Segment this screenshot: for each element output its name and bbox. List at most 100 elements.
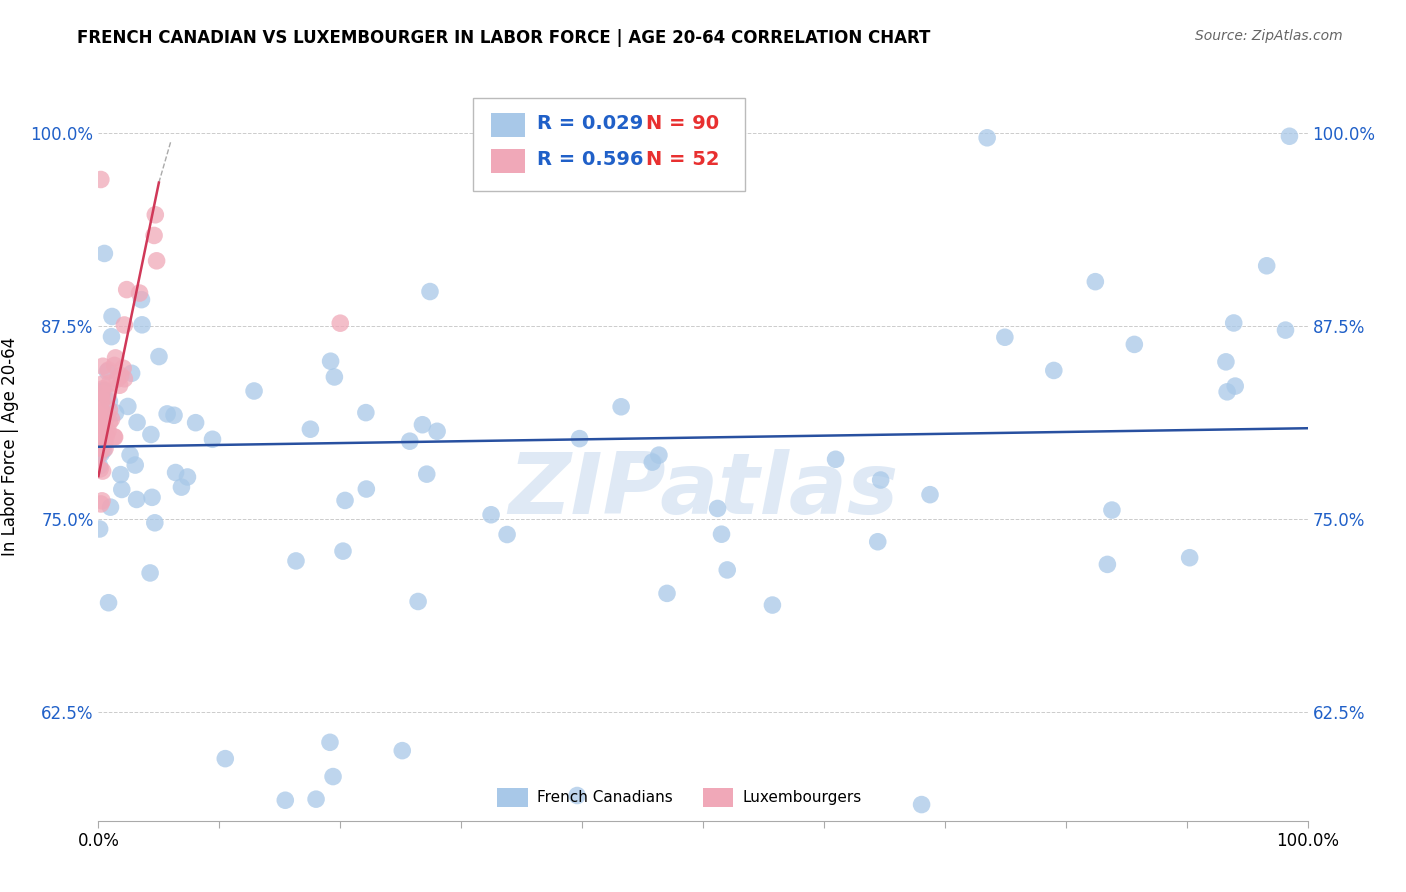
Point — [93, 384, 115, 398]
Point — [94, 442, 117, 456]
Point — [274, 793, 297, 807]
Point — [125, 492, 148, 507]
Point — [93, 246, 115, 260]
Point — [98, 376, 121, 391]
Point — [97, 363, 120, 377]
Point — [91, 464, 114, 478]
Bar — [492, 149, 526, 172]
Point — [131, 293, 153, 307]
Point — [565, 789, 588, 803]
Point — [127, 416, 149, 430]
Point — [716, 563, 738, 577]
Point — [124, 458, 146, 472]
Point — [201, 432, 224, 446]
Point — [91, 405, 114, 419]
Point — [1222, 316, 1244, 330]
Point — [976, 130, 998, 145]
Point — [121, 366, 143, 380]
Point — [90, 408, 112, 422]
Point — [91, 376, 114, 391]
Text: Luxembourgers: Luxembourgers — [742, 790, 862, 805]
Point — [91, 382, 114, 396]
Point — [103, 430, 125, 444]
Point — [918, 488, 941, 502]
Point — [91, 493, 114, 508]
Point — [156, 407, 179, 421]
Point — [101, 310, 124, 324]
Point — [96, 429, 118, 443]
Bar — [498, 789, 527, 807]
Point — [323, 370, 346, 384]
Point — [90, 386, 112, 401]
Point — [112, 361, 135, 376]
Point — [1225, 379, 1247, 393]
Point — [1278, 129, 1301, 144]
Point — [648, 448, 671, 462]
Point — [391, 744, 413, 758]
Point — [170, 480, 193, 494]
Point — [110, 368, 132, 383]
Point — [176, 470, 198, 484]
Point — [93, 420, 115, 434]
Point — [141, 491, 163, 505]
Point — [108, 378, 131, 392]
Point — [143, 208, 166, 222]
Point — [1256, 259, 1278, 273]
Point — [91, 359, 114, 374]
Point — [869, 473, 891, 487]
Point — [89, 462, 111, 476]
Point — [143, 228, 166, 243]
Point — [419, 285, 441, 299]
Point — [243, 384, 266, 398]
Point — [299, 422, 322, 436]
Point — [112, 318, 135, 332]
Point — [91, 405, 114, 419]
Point — [148, 350, 170, 364]
Point — [89, 458, 111, 473]
Point — [1084, 275, 1107, 289]
Point — [87, 423, 110, 437]
Point — [329, 316, 352, 330]
Point — [610, 400, 633, 414]
Point — [354, 406, 377, 420]
Point — [94, 435, 117, 450]
Point — [97, 596, 120, 610]
Point — [90, 414, 112, 428]
Point — [1097, 558, 1119, 572]
Point — [131, 318, 153, 332]
Point — [1043, 363, 1066, 377]
Point — [824, 452, 846, 467]
Point — [139, 427, 162, 442]
Point — [103, 359, 125, 373]
Point — [426, 425, 449, 439]
Point — [184, 416, 207, 430]
Point — [165, 466, 187, 480]
Text: French Canadians: French Canadians — [537, 790, 673, 805]
Point — [118, 448, 141, 462]
Text: FRENCH CANADIAN VS LUXEMBOURGER IN LABOR FORCE | AGE 20-64 CORRELATION CHART: FRENCH CANADIAN VS LUXEMBOURGER IN LABOR… — [77, 29, 931, 46]
Point — [322, 770, 344, 784]
Point — [411, 417, 433, 432]
Point — [163, 409, 186, 423]
Point — [89, 522, 111, 536]
Point — [89, 413, 111, 427]
Point — [96, 365, 118, 379]
Point — [1101, 503, 1123, 517]
Point — [1178, 550, 1201, 565]
Point — [90, 392, 112, 407]
FancyBboxPatch shape — [474, 97, 745, 191]
Text: R = 0.029: R = 0.029 — [537, 114, 644, 133]
Point — [90, 442, 112, 456]
Point — [104, 406, 127, 420]
Point — [1123, 337, 1146, 351]
Point — [100, 500, 122, 515]
Text: ZIPatlas: ZIPatlas — [508, 450, 898, 533]
Text: N = 90: N = 90 — [647, 114, 720, 133]
Point — [98, 415, 121, 429]
Text: Source: ZipAtlas.com: Source: ZipAtlas.com — [1195, 29, 1343, 43]
Point — [105, 372, 128, 386]
Point — [145, 253, 167, 268]
Point — [89, 425, 111, 439]
Y-axis label: In Labor Force | Age 20-64: In Labor Force | Age 20-64 — [1, 336, 20, 556]
Point — [496, 527, 519, 541]
